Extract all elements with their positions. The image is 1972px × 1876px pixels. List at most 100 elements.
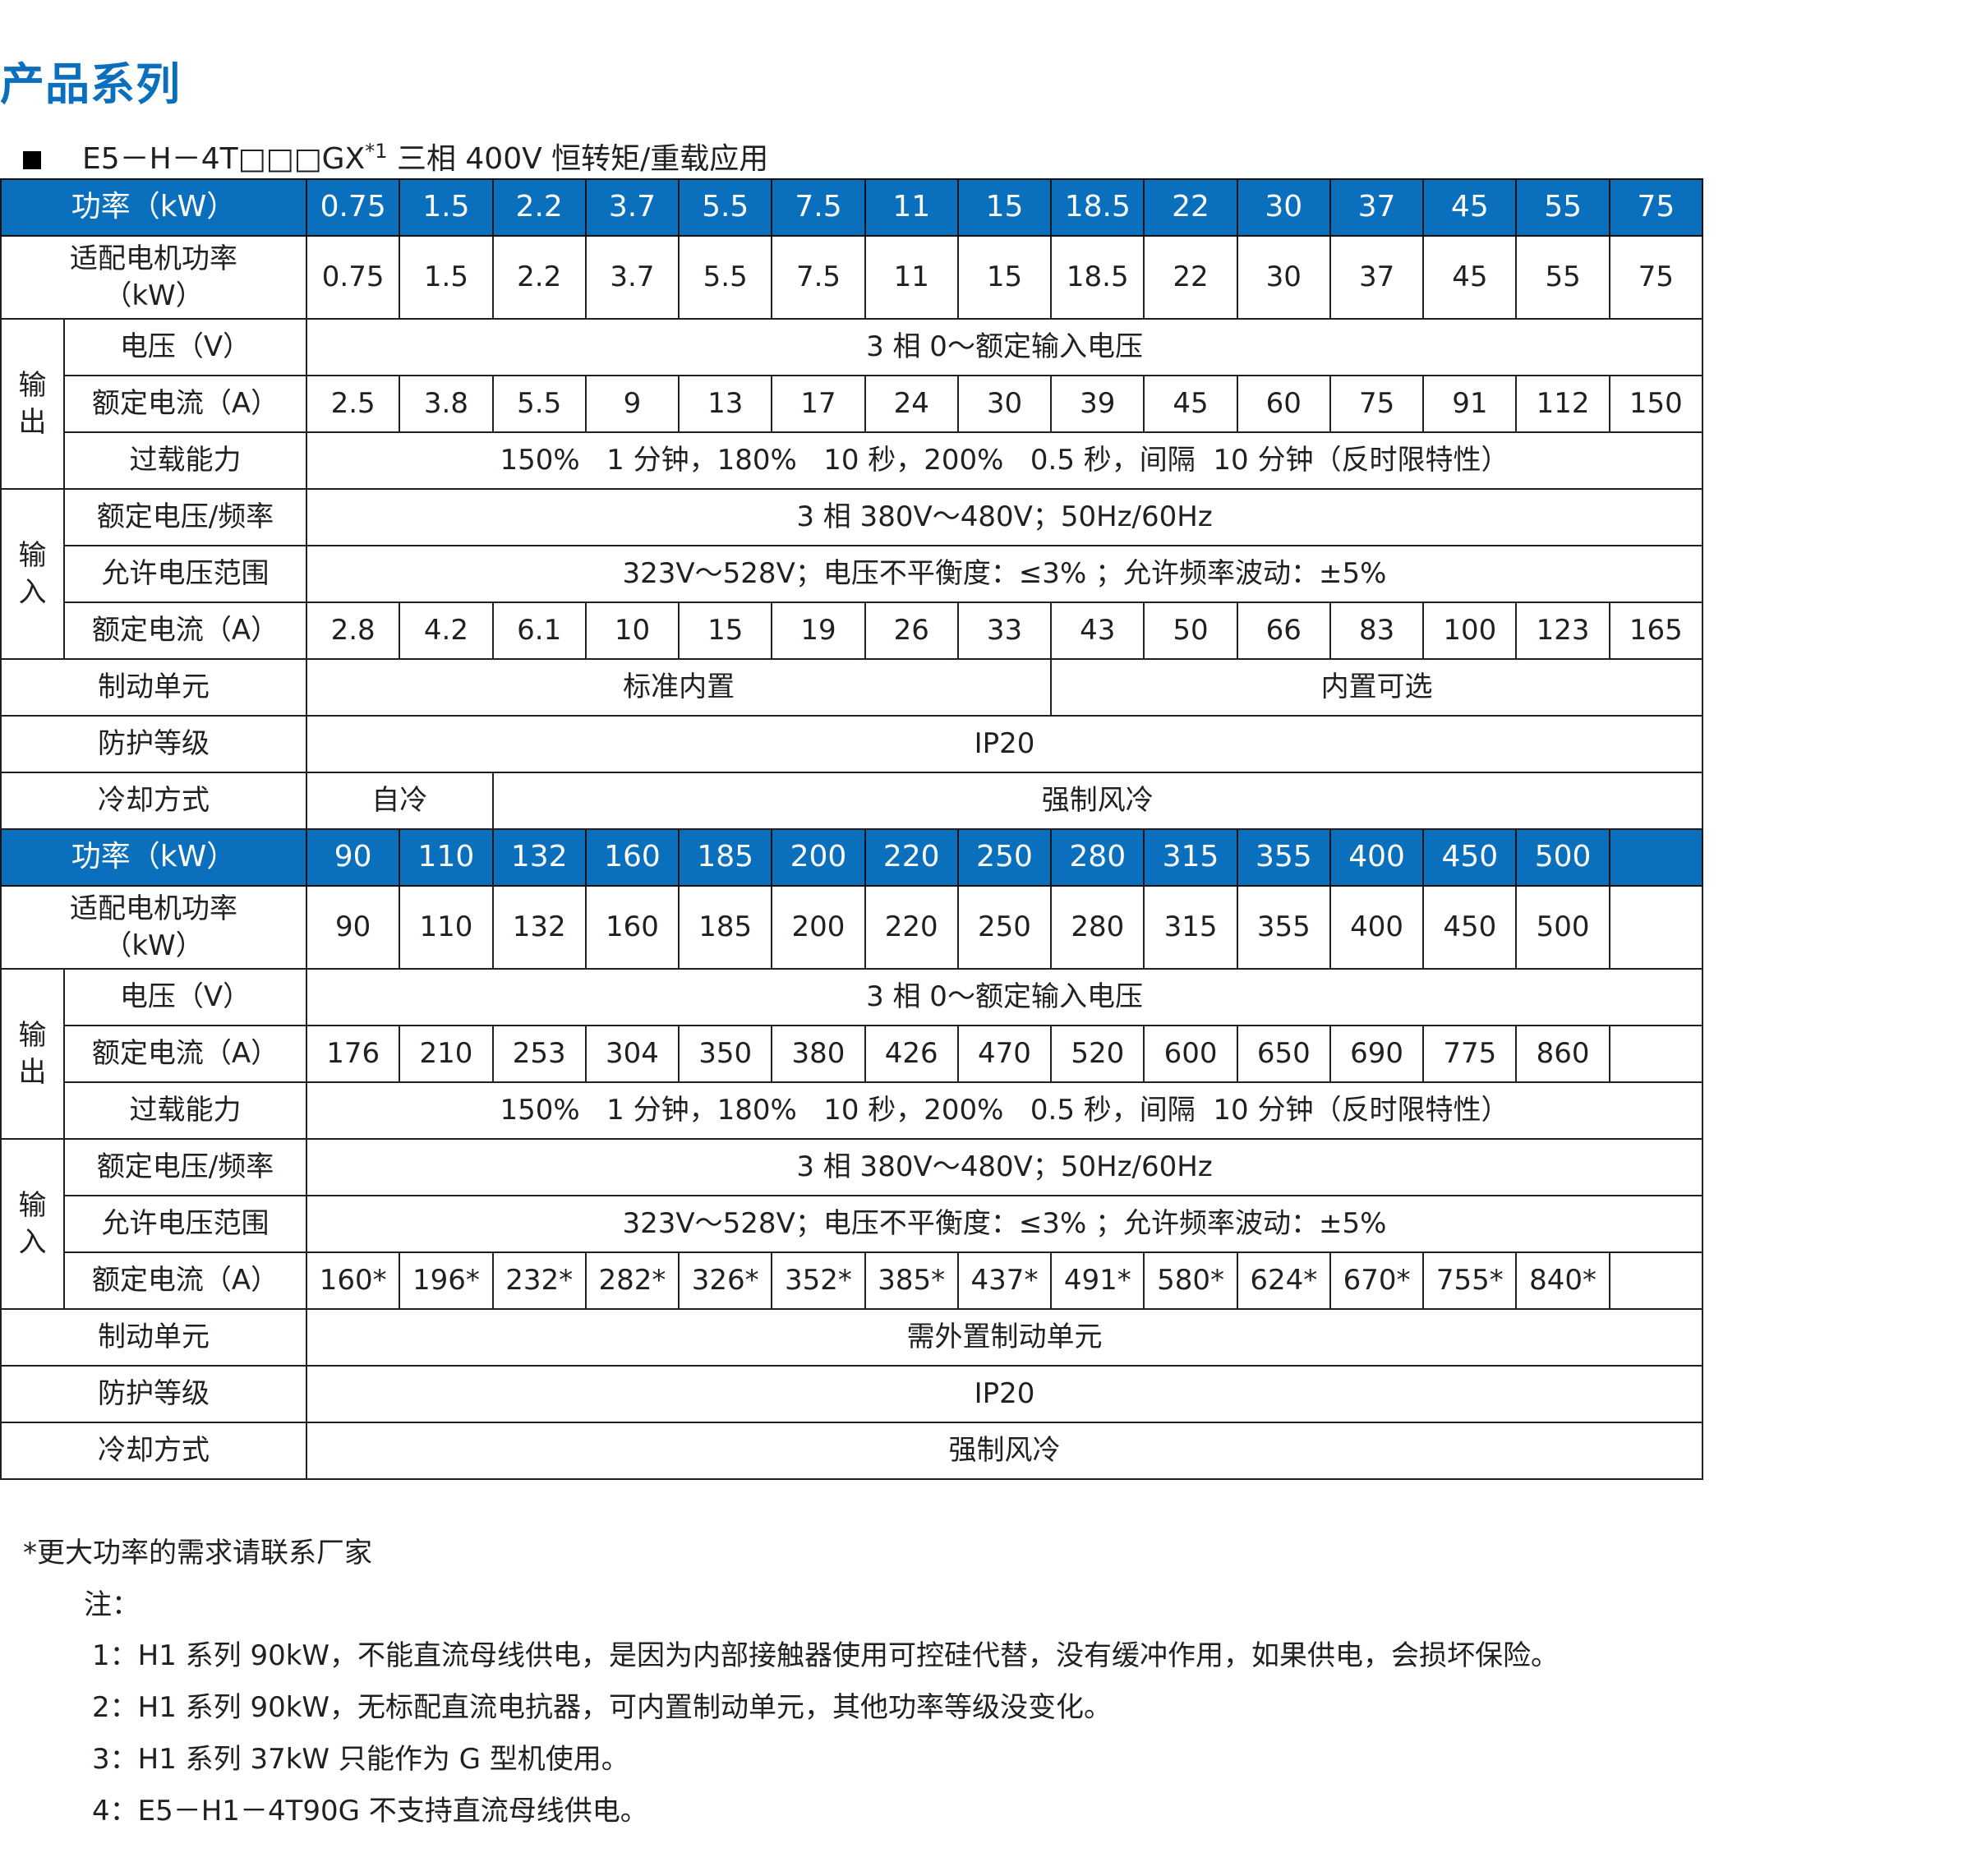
motor-power-value: 45 bbox=[1422, 235, 1518, 320]
input-current-value: 165 bbox=[1608, 602, 1704, 660]
output-current-value: 775 bbox=[1422, 1025, 1518, 1083]
power-value: 30 bbox=[1236, 178, 1331, 237]
output-current-label: 额定电流（A） bbox=[62, 375, 308, 433]
motor-power-value: 1.5 bbox=[399, 235, 494, 320]
motor-power-value: 11 bbox=[864, 235, 959, 320]
protection-value: IP20 bbox=[306, 1365, 1703, 1423]
input-current-value: 840* bbox=[1515, 1251, 1610, 1310]
input-current-value: 385* bbox=[864, 1251, 959, 1310]
output-current-value: 13 bbox=[678, 375, 773, 433]
input-current-value: 6.1 bbox=[491, 602, 587, 660]
output-current-value: 150 bbox=[1608, 375, 1704, 433]
motor-power-value: 160 bbox=[584, 885, 680, 970]
output-current-value: 650 bbox=[1236, 1025, 1331, 1083]
power-value: 75 bbox=[1608, 178, 1704, 237]
motor-power-value: 132 bbox=[491, 885, 587, 970]
power-value: 18.5 bbox=[1050, 178, 1145, 237]
motor-power-value: 90 bbox=[306, 885, 401, 970]
note-1: 1：H1 系列 90kW，不能直流母线供电，是因为内部接触器使用可控硅代替，没有… bbox=[92, 1639, 1560, 1672]
power-value: 132 bbox=[491, 828, 587, 887]
motor-power-value: 315 bbox=[1143, 885, 1238, 970]
input-current-label: 额定电流（A） bbox=[62, 602, 308, 660]
output-current-row: 额定电流（A） 2.5 3.8 5.5 9 13 17 24 30 39 45 60 75 91 112 15… bbox=[1, 375, 1704, 433]
input-current-value: 10 bbox=[584, 602, 680, 660]
power-label: 功率（kW） bbox=[0, 828, 308, 887]
brake-value: 内置可选 bbox=[1050, 658, 1703, 717]
input-current-value: 43 bbox=[1050, 602, 1145, 660]
input-voltage-label: 额定电压/频率 bbox=[62, 488, 308, 546]
brake-row: 制动单元 标准内置 内置可选 bbox=[0, 658, 1703, 717]
power-value: 315 bbox=[1143, 828, 1238, 887]
output-current-value: 3.8 bbox=[399, 375, 494, 433]
motor-power-value: 3.7 bbox=[584, 235, 680, 320]
output-current-row: 额定电流（A） 176 210 253 304 350 380 426 470 520 600 650… bbox=[1, 1025, 1704, 1083]
input-current-value: 66 bbox=[1236, 602, 1331, 660]
motor-power-value: 500 bbox=[1515, 885, 1610, 970]
note-4: 4：E5－H1－4T90G 不支持直流母线供电。 bbox=[92, 1795, 648, 1828]
output-current-value: 112 bbox=[1515, 375, 1610, 433]
input-current-value: 491* bbox=[1050, 1251, 1145, 1310]
input-current-label: 额定电流（A） bbox=[62, 1251, 308, 1310]
motor-power-value: 355 bbox=[1236, 885, 1331, 970]
power-value: 110 bbox=[399, 828, 494, 887]
power-value: 0.75 bbox=[306, 178, 401, 237]
output-current-value: 690 bbox=[1329, 1025, 1425, 1083]
output-current-value: 304 bbox=[584, 1025, 680, 1083]
footnote: *更大功率的需求请联系厂家 bbox=[23, 1537, 372, 1569]
cooling-value: 强制风冷 bbox=[306, 1422, 1703, 1480]
output-current-value: 470 bbox=[956, 1025, 1053, 1083]
input-current-value: 232* bbox=[491, 1251, 587, 1310]
protection-label: 防护等级 bbox=[0, 715, 308, 773]
voltage-range-row: 允许电压范围 323V～528V；电压不平衡度：≤3% ；允许频率波动：±5% bbox=[1, 1195, 1703, 1253]
power-header-row: 功率（kW） 90 110 132 160 185 200 220 250 280 315 355 40… bbox=[0, 828, 1704, 887]
input-current-value: 670* bbox=[1329, 1251, 1425, 1310]
voltage-range-value: 323V～528V；电压不平衡度：≤3% ；允许频率波动：±5% bbox=[306, 1195, 1703, 1253]
input-current-value: 19 bbox=[771, 602, 866, 660]
power-value: 37 bbox=[1329, 178, 1425, 237]
output-current-value: 75 bbox=[1329, 375, 1425, 433]
overload-value: 150% 1 分钟，180% 10 秒，200% 0.5 秒，间隔 10 分钟（… bbox=[306, 1081, 1703, 1140]
motor-power-value: 185 bbox=[678, 885, 773, 970]
output-voltage-row: 输 出电压（V） 3 相 0～额定输入电压 bbox=[0, 318, 1703, 490]
cooling-row: 冷却方式 强制风冷 bbox=[0, 1422, 1703, 1480]
input-current-value: 4.2 bbox=[399, 602, 494, 660]
output-voltage-label: 电压（V） bbox=[62, 318, 308, 376]
output-current-value: 176 bbox=[306, 1025, 401, 1083]
motor-power-row: 适配电机功率 （kW） 0.75 1.5 2.2 3.7 5.5 7.5 11 15 18.5 22… bbox=[0, 235, 1704, 320]
motor-power-value: 400 bbox=[1329, 885, 1425, 970]
input-voltage-row: 输 入额定电压/频率 3 相 380V～480V；50Hz/60Hz bbox=[0, 1138, 1703, 1310]
input-voltage-value: 3 相 380V～480V；50Hz/60Hz bbox=[306, 1138, 1703, 1196]
input-current-value: 26 bbox=[864, 602, 959, 660]
protection-row: 防护等级 IP20 bbox=[0, 715, 1703, 773]
brake-label: 制动单元 bbox=[0, 658, 308, 717]
input-current-value: 83 bbox=[1329, 602, 1425, 660]
power-label: 功率（kW） bbox=[0, 178, 308, 237]
input-current-value: 352* bbox=[771, 1251, 866, 1310]
power-value: 450 bbox=[1422, 828, 1518, 887]
motor-power-row: 适配电机功率 （kW） 90 110 132 160 185 200 220 250 280 315… bbox=[0, 885, 1704, 970]
input-voltage-row: 输 入额定电压/频率 3 相 380V～480V；50Hz/60Hz bbox=[0, 488, 1703, 660]
motor-power-value: 220 bbox=[864, 885, 959, 970]
bullet-icon bbox=[23, 151, 41, 169]
output-current-value: 860 bbox=[1515, 1025, 1610, 1083]
motor-power-value: 0.75 bbox=[306, 235, 401, 320]
motor-power-value: 18.5 bbox=[1050, 235, 1145, 320]
overload-row: 过载能力 150% 1 分钟，180% 10 秒，200% 0.5 秒，间隔 10… bbox=[1, 1081, 1703, 1140]
voltage-range-label: 允许电压范围 bbox=[62, 545, 308, 603]
output-voltage-value: 3 相 0～额定输入电压 bbox=[306, 318, 1703, 376]
input-current-value: 755* bbox=[1422, 1251, 1518, 1310]
note-3: 3：H1 系列 37kW 只能作为 G 型机使用。 bbox=[92, 1743, 629, 1776]
motor-power-label: 适配电机功率 （kW） bbox=[0, 885, 308, 970]
motor-power-value: 15 bbox=[956, 235, 1053, 320]
output-voltage-value: 3 相 0～额定输入电压 bbox=[306, 968, 1703, 1026]
overload-label: 过载能力 bbox=[62, 431, 308, 490]
input-current-value: 326* bbox=[678, 1251, 773, 1310]
input-voltage-value: 3 相 380V～480V；50Hz/60Hz bbox=[306, 488, 1703, 546]
output-current-value: 91 bbox=[1422, 375, 1518, 433]
input-current-value: 624* bbox=[1236, 1251, 1331, 1310]
power-value: 400 bbox=[1329, 828, 1425, 887]
output-current-value: 2.5 bbox=[306, 375, 401, 433]
motor-power-value: 5.5 bbox=[678, 235, 773, 320]
power-value: 15 bbox=[956, 178, 1053, 237]
input-group-label: 输 入 bbox=[0, 488, 65, 660]
